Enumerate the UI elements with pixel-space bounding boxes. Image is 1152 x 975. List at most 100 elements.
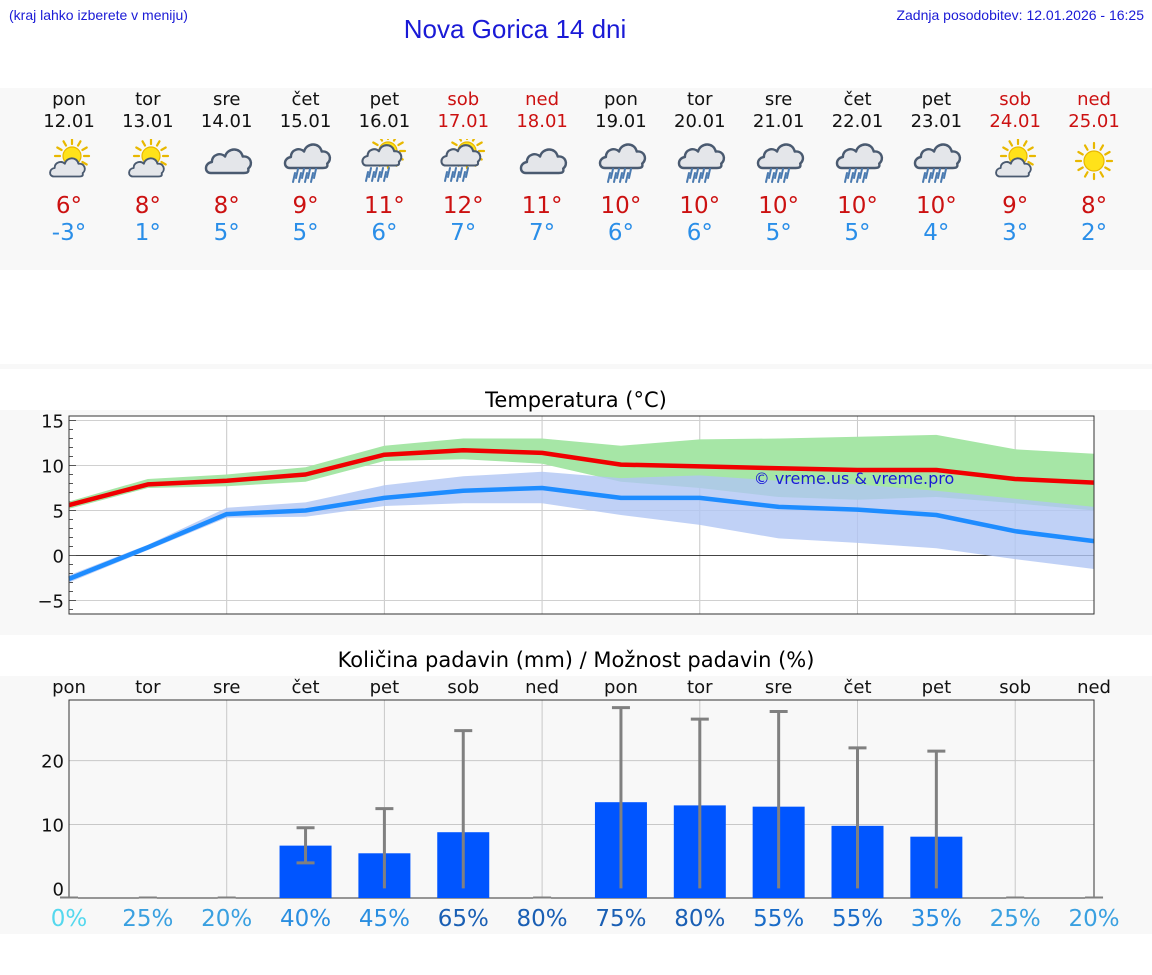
temp-max: 10° [600, 193, 642, 219]
x-category-label: pet [370, 677, 400, 698]
day-date: 16.01 [358, 111, 411, 132]
precip-probability: 55% [753, 906, 804, 932]
cloudy-icon [204, 148, 252, 175]
day-date: 13.01 [122, 111, 174, 132]
x-category-label: pon [52, 677, 86, 698]
day-name: sre [764, 89, 793, 110]
precip-probability: 80% [517, 906, 568, 932]
precipitation-chart: 0 10 20 pon tor sre čet pet sob ned pon tor sre čet pe… [41, 677, 1120, 932]
temp-max: 10° [679, 193, 721, 219]
y-tick-label: 10 [41, 816, 64, 837]
rain-icon [835, 143, 883, 183]
day-name: pet [921, 89, 952, 110]
temp-max: 10° [758, 193, 800, 219]
forecast-day: tor 13.01 8° 1° [108, 88, 188, 247]
temp-max: 8° [1080, 193, 1108, 219]
temp-min: 5° [213, 220, 240, 246]
forecast-day: pon 12.01 6° -3° [29, 88, 109, 247]
forecast-day: pet 23.01 10° 4° [896, 88, 976, 247]
temp-min: 6° [686, 220, 713, 246]
temp-min: 5° [292, 220, 319, 246]
precip-probability: 0% [51, 906, 88, 932]
sun-icon [1074, 141, 1114, 181]
x-category-label: pet [922, 677, 952, 698]
day-date: 19.01 [595, 111, 647, 132]
temp-max: 11° [364, 193, 405, 219]
temp-min: 5° [844, 220, 871, 246]
day-name: sob [447, 89, 480, 110]
rain-icon [677, 143, 725, 183]
temp-max: 10° [915, 193, 957, 219]
precip-probability: 35% [911, 906, 962, 932]
x-category-label: sre [213, 677, 240, 698]
day-date: 24.01 [989, 111, 1041, 132]
forecast-day: ned 25.01 8° 2° [1054, 88, 1134, 247]
precipitation-chart-title: Količina padavin (mm) / Možnost padavin … [337, 648, 815, 672]
temperature-chart-title: Temperatura (°C) [485, 388, 667, 412]
temp-min: 4° [923, 220, 950, 246]
day-date: 12.01 [43, 111, 95, 132]
forecast-band [0, 88, 1152, 270]
partly-cloudy-sun-icon [995, 139, 1037, 178]
day-name: čet [291, 89, 320, 110]
x-category-label: tor [687, 677, 713, 698]
last-update: Zadnja posodobitev: 12.01.2026 - 16:25 [896, 7, 1144, 23]
day-date: 22.01 [831, 111, 884, 132]
rain-icon [914, 143, 962, 183]
day-date: 21.01 [752, 111, 805, 132]
rain-icon [283, 143, 331, 183]
x-category-label: ned [1077, 677, 1111, 698]
x-category-label: sob [999, 677, 1031, 698]
watermark: © vreme.us & vreme.pro [754, 469, 955, 488]
y-tick-label: 10 [41, 457, 64, 478]
day-date: 15.01 [279, 111, 332, 132]
max-temp-line [68, 447, 1095, 508]
partly-cloudy-sun-icon [49, 139, 91, 178]
precip-probability: 25% [990, 906, 1041, 932]
precip-probability: 45% [359, 906, 410, 932]
precip-probability: 25% [122, 906, 173, 932]
day-date: 17.01 [437, 111, 490, 132]
x-category-label: pon [604, 677, 638, 698]
day-date: 20.01 [674, 111, 726, 132]
day-name: pon [52, 89, 86, 110]
temp-max: 8° [134, 193, 161, 219]
forecast-day: sob 24.01 9° 3° [975, 88, 1055, 247]
temp-min: 7° [529, 220, 556, 246]
y-tick-label: 0 [53, 879, 64, 900]
day-name: pet [369, 89, 400, 110]
forecast-day: pon 19.01 10° 6° [581, 88, 661, 247]
separator-band [0, 364, 1152, 369]
temp-min: 7° [450, 220, 477, 246]
day-name: ned [525, 89, 560, 110]
day-name: čet [843, 89, 872, 110]
rain-icon [598, 143, 647, 183]
x-category-label: ned [525, 677, 559, 698]
plot-frame [68, 699, 1095, 899]
y-tick-label: 15 [41, 412, 64, 433]
forecast-day: tor 20.01 10° 6° [660, 88, 740, 247]
precip-probability: 65% [438, 906, 489, 932]
rain-icon [756, 143, 804, 183]
x-category-label: tor [135, 677, 161, 698]
day-date: 23.01 [910, 111, 963, 132]
forecast-day: sre 21.01 10° 5° [739, 88, 819, 247]
day-name: sob [999, 89, 1032, 110]
temp-min: 1° [134, 220, 161, 246]
day-name: ned [1077, 89, 1111, 110]
forecast-strip: pon 12.01 6° -3° tor 13.01 8° 1° sre 14.01 8° 5° čet… [0, 88, 1152, 270]
y-tick-label: 0 [53, 547, 64, 568]
forecast-day: sob 17.01 12° 7° [423, 88, 503, 247]
temp-min: 2° [1080, 220, 1108, 246]
day-date: 18.01 [516, 111, 568, 132]
day-name: tor [135, 89, 161, 110]
x-category-label: čet [843, 677, 871, 698]
page-title: Nova Gorica 14 dni [403, 14, 627, 44]
day-name: pon [604, 89, 638, 110]
x-category-label: sob [447, 677, 479, 698]
y-tick-label: −5 [37, 592, 64, 613]
x-category-label: čet [292, 677, 320, 698]
temperature-chart: −5 0 5 10 15 © vreme.us & vreme.pro [37, 412, 1095, 615]
precip-probability: 75% [595, 906, 646, 932]
forecast-day: sre 14.01 8° 5° [187, 88, 267, 247]
